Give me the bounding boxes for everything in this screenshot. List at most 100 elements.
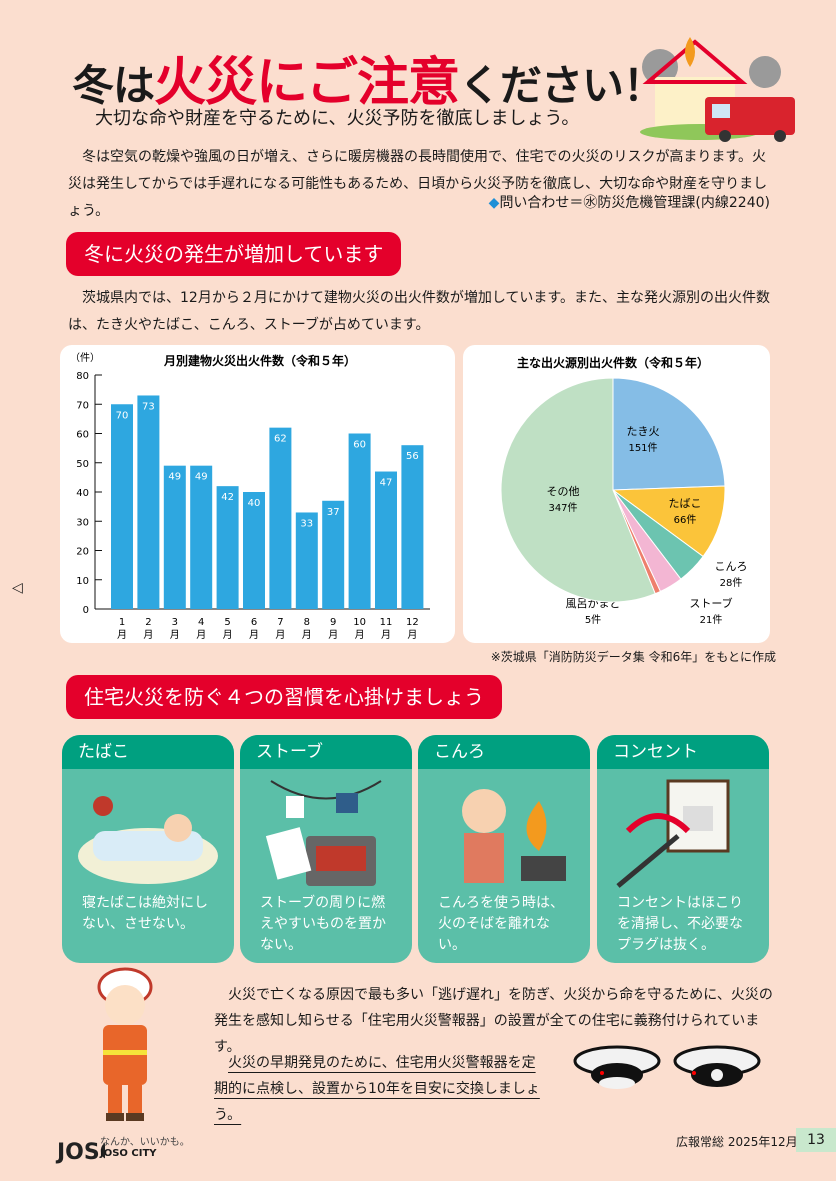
- y-tick-label: 0: [83, 605, 89, 616]
- joso-logo: JOSO: [55, 1125, 118, 1167]
- x-tick-label: 月: [328, 629, 338, 641]
- title-emphasis: 火災にご注意: [154, 53, 460, 113]
- page-title: 冬は火災にご注意ください！: [72, 40, 665, 115]
- pie-slice-label: こんろ: [715, 560, 748, 573]
- pie-slice: [612, 377, 726, 491]
- x-tick-label: 5: [224, 617, 230, 628]
- house-fire-illustration: [640, 37, 795, 142]
- x-tick-label: 月: [117, 629, 127, 641]
- y-tick-label: 80: [76, 371, 89, 382]
- x-tick-label: 9: [330, 617, 336, 628]
- contact-text: 問い合わせ＝㊌防災危機管理課(内線2240): [499, 195, 770, 211]
- cooking-stove-illustration: [462, 789, 566, 883]
- x-tick-label: 月: [170, 629, 180, 641]
- habit-card-illustration: [62, 769, 234, 893]
- tagline: なんか、いいかも。: [100, 1137, 190, 1148]
- source-note: ※茨城県「消防防災データ集 令和6年」をもとに作成: [490, 650, 776, 664]
- contact-info: ◆問い合わせ＝㊌防災危機管理課(内線2240): [489, 192, 770, 212]
- bar: [216, 486, 239, 609]
- bar: [375, 471, 397, 609]
- bar-value-label: 33: [300, 518, 313, 529]
- pie-slice-value: 28件: [720, 577, 743, 589]
- x-tick-label: 月: [275, 629, 285, 641]
- firefighter-illustration: [97, 967, 153, 1121]
- pie-slice: [500, 377, 656, 603]
- diamond-icon: ◆: [488, 195, 500, 211]
- pie-chart-title: 主な出火源別出火件数（令和５年）: [517, 355, 709, 370]
- y-tick-label: 60: [76, 430, 89, 441]
- svg-text:JOSO: JOSO: [55, 1140, 105, 1165]
- stove-illustration: [265, 780, 382, 886]
- bar-value-label: 37: [327, 507, 340, 518]
- bar-chart-title: 月別建物火災出火件数（令和５年）: [163, 353, 356, 368]
- habit-card-text: コンセントはほこりを清掃し、不必要なプラグは抜く。: [617, 895, 743, 953]
- alarm-paragraph: 火災で亡くなる原因で最も多い「逃げ遅れ」を防ぎ、火災から命を守るために、火災の発…: [214, 987, 773, 1055]
- outlet-fire-illustration: [616, 779, 730, 888]
- x-tick-label: 月: [143, 629, 153, 641]
- bar-value-label: 60: [353, 440, 366, 451]
- bar-chart-card: 月別建物火災出火件数（令和５年） （件） 0 10 20 30 40 50 60 70 80 70 1 月…: [60, 345, 455, 643]
- sleeping-smoker-illustration: [78, 796, 218, 884]
- x-tick-label: 月: [196, 629, 206, 641]
- x-tick-label: 月: [223, 629, 233, 641]
- bar: [269, 427, 292, 609]
- pie-slice-label: ストーブ: [689, 596, 732, 610]
- habit-card-title: たばこ: [62, 735, 234, 769]
- habit-card-title: こんろ: [418, 735, 590, 769]
- pie-slice-label: たき火: [627, 425, 660, 438]
- page-number: 13: [796, 1128, 836, 1152]
- pie-slice: [611, 485, 726, 558]
- y-tick-label: 40: [76, 488, 89, 499]
- habit-card: ストーブ ストーブの周りに燃えやすいものを置かない。: [240, 735, 412, 963]
- x-tick-label: 4: [198, 617, 204, 628]
- bar-value-label: 62: [274, 434, 287, 445]
- habit-card-illustration: [240, 769, 412, 893]
- y-tick-label: 20: [76, 547, 89, 558]
- pie-slice-value: 21件: [700, 614, 723, 626]
- bar: [348, 433, 371, 609]
- x-tick-label: 月: [249, 629, 259, 641]
- habit-card: こんろこんろを使う時は、火のそばを離れない。: [418, 735, 590, 963]
- bar: [401, 445, 424, 609]
- x-tick-label: 7: [277, 617, 283, 628]
- x-tick-label: 10: [353, 617, 366, 628]
- bar: [111, 404, 133, 609]
- bar-value-label: 42: [221, 492, 234, 503]
- bar-value-label: 47: [380, 478, 393, 489]
- title-part: 冬は: [72, 61, 155, 110]
- bar: [322, 500, 345, 609]
- habit-card-illustration: [418, 769, 590, 893]
- x-tick-label: 1: [119, 617, 125, 628]
- x-tick-label: 月: [407, 629, 417, 641]
- habit-card: たばこ 寝たばこは絶対にしない、させない。: [62, 735, 234, 963]
- bar: [163, 465, 186, 609]
- x-tick-label: 月: [302, 629, 312, 641]
- y-tick-label: 30: [76, 517, 89, 528]
- bar-value-label: 73: [142, 401, 155, 412]
- section1-paragraph: 茨城県内では、12月から２月にかけて建物火災の出火件数が増加しています。また、主…: [68, 290, 770, 333]
- pie-slice-label: たばこ: [669, 497, 702, 510]
- bar: [137, 395, 160, 609]
- x-tick-label: 月: [381, 629, 391, 641]
- x-tick-label: 3: [172, 617, 178, 628]
- y-tick-label: 70: [76, 400, 89, 411]
- bar: [190, 465, 213, 609]
- habit-card-title: コンセント: [597, 735, 769, 769]
- section-heading-four-habits: 住宅火災を防ぐ４つの習慣を心掛けましょう: [66, 675, 502, 719]
- intro-paragraph: 冬は空気の乾燥や強風の日が増え、さらに暖房機器の長時間使用で、住宅での火災のリス…: [68, 149, 768, 219]
- habit-card-text: こんろを使う時は、火のそばを離れない。: [438, 895, 564, 953]
- pie-slice-label: その他: [547, 485, 580, 498]
- x-tick-label: 月: [355, 629, 365, 641]
- subtitle: 大切な命や財産を守るために、火災予防を徹底しましょう。: [95, 108, 580, 129]
- x-tick-label: 12: [406, 617, 419, 628]
- title-part: ください！: [458, 61, 665, 110]
- previous-page-arrow[interactable]: ◁: [12, 580, 23, 596]
- bar: [295, 512, 318, 609]
- bar-value-label: 70: [116, 410, 129, 421]
- habit-card-illustration: [597, 769, 769, 893]
- pie-slice-value: 347件: [548, 502, 577, 514]
- x-tick-label: 2: [145, 617, 151, 628]
- x-tick-label: 8: [304, 617, 310, 628]
- pie-slice-value: 5件: [585, 614, 601, 626]
